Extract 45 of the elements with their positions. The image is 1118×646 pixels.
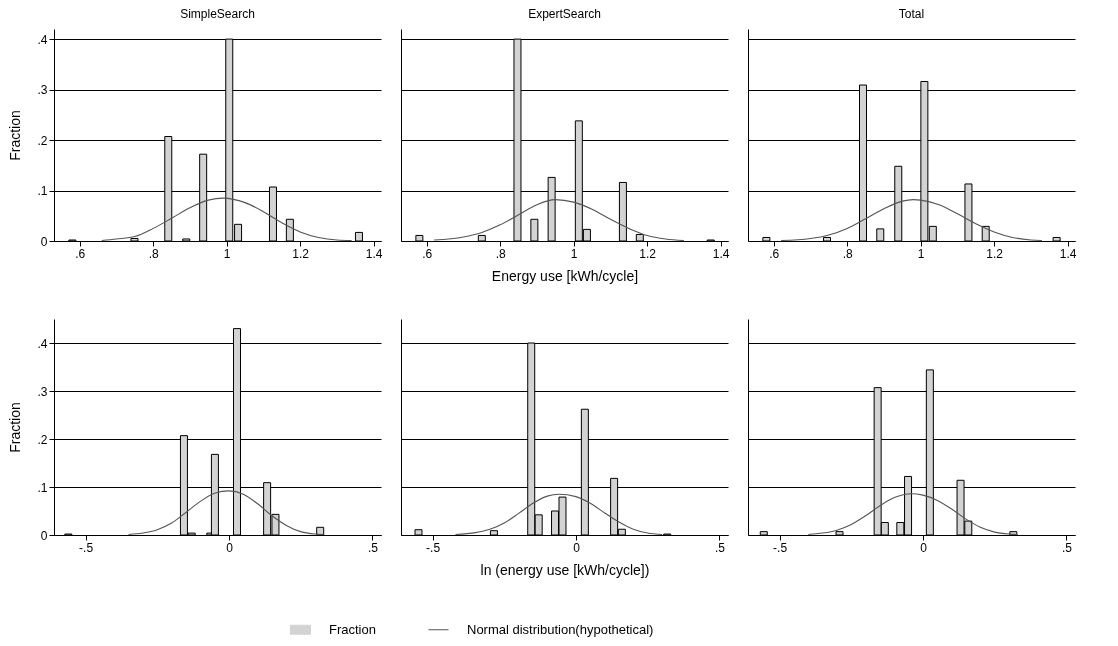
x-tick-label: .5	[1061, 540, 1073, 555]
y-tick-label: .2	[37, 133, 48, 148]
x-axis-title: Energy use [kWh/cycle]	[491, 267, 639, 284]
x-tick-label: 0	[573, 540, 581, 555]
y-tick-label: 0	[40, 528, 48, 543]
x-tick-label: 0	[226, 540, 234, 555]
x-tick-label: -.5	[79, 540, 94, 555]
line-series	[101, 197, 353, 242]
x-tick-label: .8	[842, 246, 854, 261]
y-tick-label: .3	[37, 384, 48, 399]
chart-title: ExpertSearch	[528, 7, 601, 21]
x-tick-label: 1.4	[1059, 246, 1077, 261]
x-tick-label: .8	[148, 246, 160, 261]
x-tick-label: 1	[570, 246, 578, 261]
x-tick-label: 1.2	[639, 246, 657, 261]
legend-label: Fraction	[329, 621, 376, 637]
y-tick-label: .2	[37, 432, 48, 447]
x-tick-label: .5	[714, 540, 726, 555]
x-tick-label: .6	[75, 246, 86, 261]
y-tick-label: .1	[37, 184, 48, 199]
y-tick-label: .4	[37, 32, 48, 47]
chart-title: Total	[898, 7, 925, 21]
x-tick-label: .5	[367, 540, 379, 555]
x-tick-label: -.5	[426, 540, 441, 555]
x-axis-title: ln (energy use [kWh/cycle])	[480, 561, 650, 578]
x-tick-label: 1.2	[292, 246, 310, 261]
y-tick-label: 0	[40, 234, 48, 249]
x-tick-label: .6	[769, 246, 780, 261]
x-tick-label: .8	[495, 246, 507, 261]
x-tick-label: 1.4	[712, 246, 730, 261]
legend-label: Normal distribution(hypothetical)	[467, 621, 654, 637]
y-tick-label: .1	[37, 480, 48, 495]
x-tick-label: 1.2	[986, 246, 1004, 261]
line-series	[128, 490, 325, 536]
y-axis-title: Fraction	[7, 402, 24, 453]
y-tick-label: .3	[37, 83, 48, 98]
x-tick-label: 0	[920, 540, 928, 555]
x-tick-label: 1	[917, 246, 925, 261]
x-tick-label: -.5	[773, 540, 788, 555]
y-axis-title: Fraction	[7, 110, 24, 161]
x-tick-label: 1.4	[365, 246, 383, 261]
chart-title: SimpleSearch	[180, 7, 255, 21]
y-tick-label: .4	[37, 336, 48, 351]
x-tick-label: .6	[422, 246, 433, 261]
x-tick-label: 1	[223, 246, 231, 261]
